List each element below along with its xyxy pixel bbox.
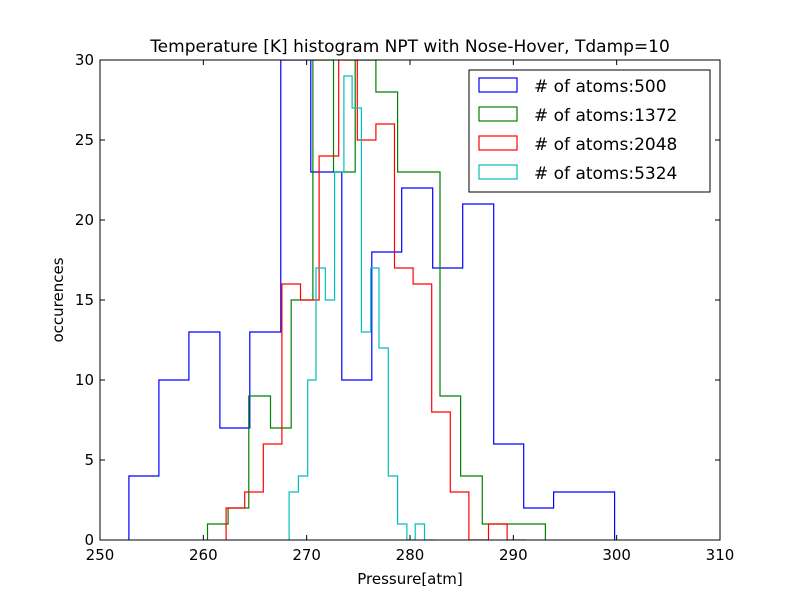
x-tick-label: 310 <box>706 546 735 564</box>
x-axis-label: Pressure[atm] <box>357 570 462 588</box>
y-tick-label: 20 <box>75 211 94 229</box>
x-tick-label: 270 <box>292 546 321 564</box>
legend-label: # of atoms:1372 <box>534 106 677 126</box>
histogram-series-2 <box>206 60 546 540</box>
legend: # of atoms:500 # of atoms:1372 # of atoms:… <box>468 69 711 193</box>
legend-label: # of atoms:5324 <box>534 164 677 184</box>
histogram-series-4 <box>288 75 434 540</box>
x-tick-label: 250 <box>86 546 115 564</box>
y-tick-label: 10 <box>75 371 94 389</box>
legend-swatch <box>478 77 518 93</box>
legend-box <box>468 69 711 193</box>
plot-area <box>128 60 616 540</box>
axis-ticks: 250 260 270 280 290 300 310 0 5 10 15 20 25 30 <box>75 51 734 564</box>
y-tick-label: 25 <box>75 131 94 149</box>
x-tick-label: 300 <box>602 546 631 564</box>
legend-swatch <box>478 106 518 122</box>
chart-title: Temperature [K] histogram NPT with Nose-… <box>149 37 670 57</box>
y-tick-label: 30 <box>75 51 94 69</box>
x-tick-label: 280 <box>396 546 425 564</box>
legend-label: # of atoms:500 <box>534 77 667 97</box>
legend-swatch <box>478 164 518 180</box>
histogram-series-3 <box>225 60 526 540</box>
histogram-series-1 <box>128 60 616 540</box>
x-tick-label: 290 <box>499 546 528 564</box>
legend-label: # of atoms:2048 <box>534 135 677 155</box>
y-tick-label: 0 <box>84 531 94 549</box>
y-axis-label: occurences <box>49 257 67 342</box>
y-tick-label: 5 <box>84 451 94 469</box>
x-tick-label: 260 <box>189 546 218 564</box>
y-tick-label: 15 <box>75 291 94 309</box>
legend-swatch <box>478 135 518 151</box>
